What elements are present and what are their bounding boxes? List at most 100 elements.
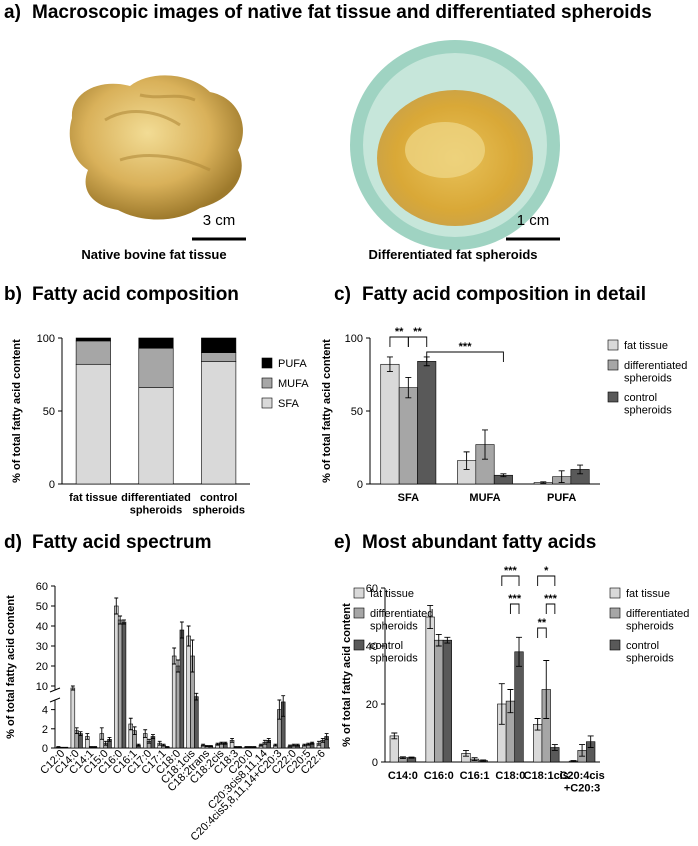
significance-label: * <box>544 565 549 577</box>
error-bar <box>391 732 398 740</box>
y-tick-label: 4 <box>42 705 48 717</box>
bar <box>514 651 524 763</box>
panel-label: d) <box>4 532 22 553</box>
bar <box>194 696 199 749</box>
error-bar <box>230 737 234 743</box>
y-axis-label: % of total fatty acid content <box>5 595 17 739</box>
x-tick-label: MUFA <box>469 492 500 504</box>
legend-label: PUFA <box>278 358 307 370</box>
y-tick-label: 100 <box>345 333 363 345</box>
error-bar <box>252 746 257 748</box>
error-bar <box>262 739 267 745</box>
bar <box>175 665 181 749</box>
error-bar <box>122 619 126 625</box>
error-bar <box>310 741 315 745</box>
legend-label: control spheroids <box>626 640 674 665</box>
x-tick-label: C18:0 <box>495 770 525 782</box>
error-bar <box>386 356 393 373</box>
error-bar <box>281 695 286 717</box>
bar-segment <box>75 363 111 485</box>
significance-label: *** <box>544 593 558 605</box>
legend-swatch <box>353 607 365 619</box>
error-bar <box>132 726 137 736</box>
error-bar <box>463 451 470 470</box>
error-bar <box>558 470 565 483</box>
legend-label: differentiated spheroids <box>626 608 689 633</box>
significance-bracket <box>537 575 556 586</box>
legend-label: control spheroids <box>624 392 672 417</box>
panel-label: e) <box>334 532 351 553</box>
x-tick-label: C16:1 <box>460 770 490 782</box>
error-bar <box>99 727 104 740</box>
panel-title: Fatty acid composition <box>32 284 239 305</box>
error-bar <box>128 717 133 731</box>
image-caption: Differentiated fat spheroids <box>368 247 537 262</box>
error-bar <box>78 731 83 736</box>
error-bar <box>291 743 296 747</box>
legend-label: control spheroids <box>370 640 418 665</box>
y-tick-label: 2 <box>42 724 48 736</box>
legend-swatch <box>353 639 365 651</box>
significance-bracket <box>426 351 504 362</box>
y-axis <box>49 586 61 748</box>
bar <box>171 655 177 749</box>
error-bar <box>427 604 434 630</box>
error-bar <box>516 636 523 667</box>
error-bar <box>577 464 584 475</box>
photo-spheroids <box>350 40 560 250</box>
error-bar <box>186 625 191 647</box>
error-bar <box>114 597 119 615</box>
panel-label: a) <box>4 2 21 23</box>
bar-segment <box>138 347 174 388</box>
error-bar <box>179 621 184 639</box>
panel-title: Fatty acid composition in detail <box>362 284 646 305</box>
x-tick-label: PUFA <box>547 492 576 504</box>
y-tick-label: 20 <box>366 699 378 711</box>
bar <box>179 629 185 749</box>
error-bar <box>324 733 329 740</box>
error-bar <box>215 742 220 746</box>
legend-swatch <box>607 391 619 403</box>
error-bar <box>295 743 300 747</box>
y-axis-label: % of total fatty acid content <box>11 339 23 483</box>
y-tick-label: 20 <box>36 661 48 673</box>
error-bar <box>223 741 228 745</box>
legend-label: MUFA <box>278 378 309 390</box>
bar-segment <box>201 352 237 362</box>
bar <box>70 687 76 749</box>
error-bar <box>405 376 412 399</box>
error-bar <box>219 741 224 745</box>
error-bar <box>316 740 321 746</box>
legend-swatch <box>261 377 273 389</box>
error-bar <box>93 746 97 748</box>
bar <box>425 616 435 763</box>
error-bar <box>543 660 550 719</box>
error-bar <box>302 743 307 747</box>
error-bar <box>444 636 451 644</box>
error-bar <box>165 746 170 748</box>
legend-label: differentiated spheroids <box>370 608 433 633</box>
error-bar <box>482 429 488 460</box>
legend-label: fat tissue <box>624 340 668 352</box>
error-bar <box>233 746 238 748</box>
significance-bracket <box>537 627 547 638</box>
y-tick-label: 100 <box>37 333 55 345</box>
legend-swatch <box>353 587 365 599</box>
significance-label: *** <box>508 593 522 605</box>
error-bar <box>507 689 514 714</box>
panel-title: Macroscopic images of native fat tissue … <box>32 2 652 23</box>
x-tick-label: fat tissue <box>69 492 117 504</box>
error-bar <box>190 639 195 673</box>
error-bar <box>176 659 180 673</box>
significance-bracket <box>509 603 520 614</box>
y-tick-label: 10 <box>36 681 48 693</box>
legend-label: SFA <box>278 398 299 410</box>
error-bar <box>103 740 108 746</box>
x-tick-label: C20:4cis +C20:3 <box>559 770 604 795</box>
legend-swatch <box>261 397 273 409</box>
significance-label: ** <box>395 326 404 338</box>
bar-segment <box>75 337 111 342</box>
significance-label: ** <box>413 326 422 338</box>
bar-segment <box>201 361 237 485</box>
